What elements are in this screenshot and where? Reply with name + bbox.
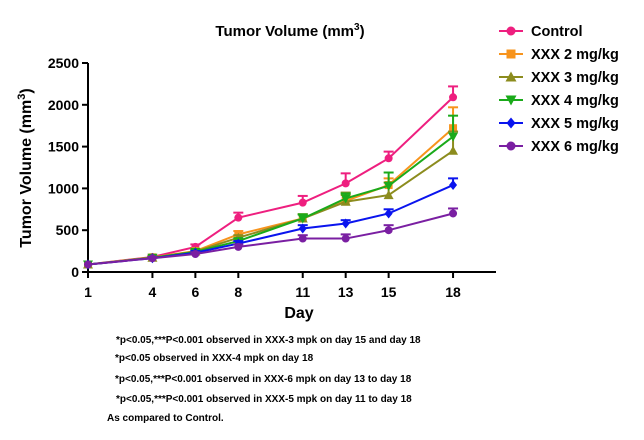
series-1: [84, 85, 459, 269]
legend-item: Control: [499, 24, 583, 40]
footnote: *p<0.05,***P<0.001 observed in XXX-3 mpk…: [116, 335, 421, 346]
x-tick-label: 18: [445, 284, 461, 300]
legend-swatch-marker: [506, 26, 516, 36]
chart-title-suffix: ): [360, 23, 365, 40]
footnote: *p<0.05,***P<0.001 observed in XXX-5 mpk…: [116, 394, 412, 405]
series-line: [87, 135, 454, 266]
data-point: [383, 181, 394, 191]
y-tick-label: 2000: [48, 97, 79, 113]
data-point: [84, 260, 92, 269]
chart-title: Tumor Volume (mm3): [215, 22, 364, 40]
data-point: [449, 93, 458, 102]
data-point: [341, 179, 350, 188]
y-tick-label: 0: [71, 264, 79, 280]
legend-label: XXX 2 mg/kg: [531, 47, 619, 63]
data-point: [234, 213, 243, 222]
data-point: [449, 209, 458, 218]
y-axis-label-suffix: ): [18, 88, 35, 93]
series-2: [84, 106, 459, 269]
y-tick-label: 1500: [48, 139, 79, 155]
legend-item: XXX 2 mg/kg: [499, 47, 619, 63]
y-axis-label-text: Tumor Volume (mm: [18, 100, 35, 248]
chart-series: [83, 85, 459, 270]
legend-swatch-marker: [505, 95, 517, 106]
chart-legend: Control XXX 2 mg/kg XXX 3 mg/kg XXX 4 mg/kg…: [499, 24, 619, 155]
x-axis-label: Day: [284, 305, 313, 322]
x-tick-label: 11: [295, 284, 310, 300]
y-tick-label: 2500: [48, 55, 79, 71]
chart-ticks: 0 500 1000 1500 2000 2500 1 4 6 8 11 13 15 18: [48, 55, 461, 300]
data-point: [298, 198, 307, 207]
series-6: [84, 207, 459, 269]
data-point: [191, 250, 200, 259]
x-tick-label: 8: [234, 284, 242, 300]
legend-swatch-marker: [506, 117, 516, 129]
series-5: [84, 177, 459, 270]
legend-label: XXX 6 mg/kg: [531, 139, 619, 155]
x-tick-label: 1: [84, 284, 92, 300]
series-line: [87, 184, 454, 266]
legend-item: XXX 5 mg/kg: [499, 116, 619, 132]
data-point: [298, 223, 307, 234]
data-point: [341, 218, 350, 229]
data-point: [341, 234, 350, 243]
legend-item: XXX 4 mg/kg: [499, 93, 619, 109]
chart-title-superscript: 3: [354, 22, 360, 33]
data-point: [384, 208, 393, 219]
data-point: [383, 190, 394, 200]
legend-label: Control: [531, 24, 583, 40]
legend-swatch-marker: [506, 49, 516, 59]
footnote: *p<0.05 observed in XXX-4 mpk on day 18: [115, 353, 314, 364]
series-line: [87, 212, 454, 266]
data-point: [449, 180, 458, 191]
footnote: As compared to Control.: [107, 413, 224, 424]
y-axis-label: Tumor Volume (mm3): [16, 88, 35, 247]
legend-item: XXX 3 mg/kg: [499, 70, 619, 86]
legend-label: XXX 3 mg/kg: [531, 70, 619, 86]
chart-footnotes: *p<0.05,***P<0.001 observed in XXX-3 mpk…: [107, 335, 421, 424]
data-point: [297, 214, 308, 224]
legend-item: XXX 6 mg/kg: [499, 139, 619, 155]
data-point: [384, 226, 393, 235]
chart-title-text: Tumor Volume (mm: [215, 23, 354, 40]
legend-swatch-marker: [506, 141, 516, 151]
series-line: [87, 149, 454, 266]
y-tick-label: 500: [56, 222, 80, 238]
data-point: [298, 234, 307, 243]
legend-label: XXX 4 mg/kg: [531, 93, 619, 109]
x-tick-label: 4: [149, 284, 157, 300]
series-3: [83, 130, 459, 269]
chart-axes: [87, 63, 496, 273]
x-tick-label: 6: [191, 284, 199, 300]
data-point: [448, 145, 459, 155]
data-point: [384, 154, 393, 163]
series-line: [87, 96, 454, 266]
data-point: [234, 242, 243, 251]
x-tick-label: 15: [381, 284, 397, 300]
legend-label: XXX 5 mg/kg: [531, 116, 619, 132]
data-point: [148, 254, 157, 263]
y-axis-label-superscript: 3: [16, 94, 28, 100]
series-4: [83, 114, 459, 270]
data-point: [340, 194, 351, 204]
x-tick-label: 13: [338, 284, 354, 300]
y-tick-label: 1000: [48, 180, 79, 196]
legend-swatch-marker: [505, 71, 517, 82]
footnote: *p<0.05,***P<0.001 observed in XXX-6 mpk…: [115, 374, 412, 385]
data-point: [448, 132, 459, 142]
